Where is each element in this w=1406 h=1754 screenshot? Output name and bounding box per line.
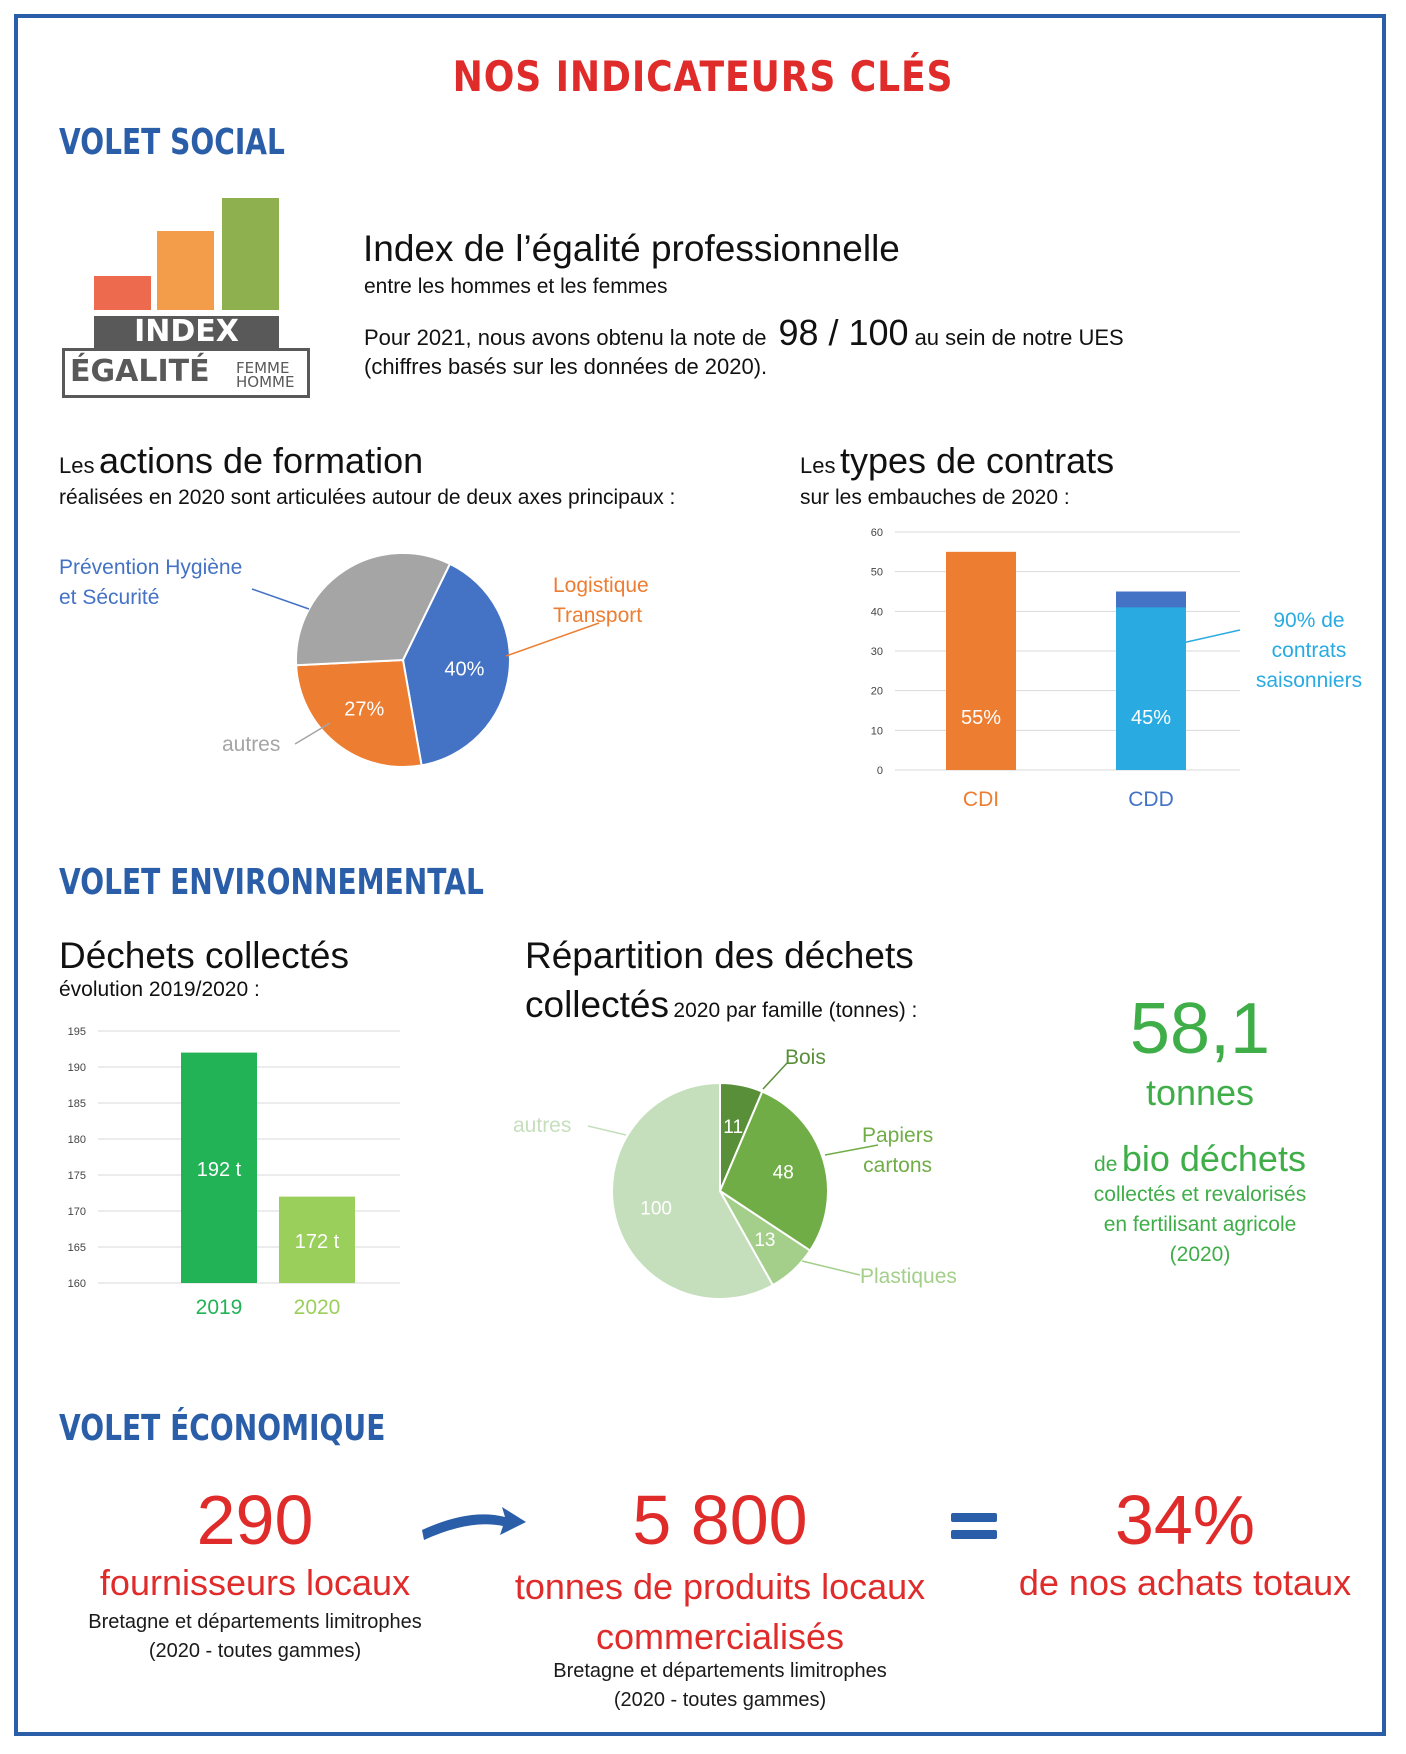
bar-cdd — [1116, 591, 1186, 770]
y-tick-50: 50 — [871, 567, 883, 579]
pie-label-autres: autres — [222, 733, 281, 756]
y-tick-180: 180 — [68, 1134, 86, 1146]
bar-value-label-cdd: 45% — [1131, 707, 1171, 729]
y-tick-40: 40 — [871, 606, 883, 618]
y-tick-60: 60 — [871, 527, 883, 539]
tonnes-detail: Bretagne et départements limitrophes (202… — [553, 1660, 887, 1711]
x-category-cdd: CDD — [1128, 788, 1174, 811]
formation-pie-chart: 40% 27% — [251, 552, 600, 768]
pie2-label-bois: Bois — [785, 1046, 826, 1069]
bio-unit: tonnes — [1145, 1072, 1255, 1113]
section-heading-social: VOLET SOCIAL — [59, 122, 285, 163]
bar-value-label-2019: 192 t — [197, 1159, 242, 1181]
pie-label-prevention: Prévention Hygiène et Sécurité — [59, 556, 243, 609]
leader-line-papiers — [824, 1144, 879, 1156]
index-note: Pour 2021, nous avons obtenu la note de … — [364, 312, 1124, 353]
index-note-detail: (chiffres basés sur les données de 2020)… — [364, 354, 768, 379]
pie-value-label-prevention-hygiene-et-securite: 40% — [444, 659, 484, 681]
pie-slice-papiers-cartons — [718, 1090, 829, 1252]
contrats-annotation: 90% de contrats saisonniers — [1255, 609, 1363, 692]
bar-2019 — [181, 1052, 257, 1283]
contrats-subtitle: sur les embauches de 2020 : — [800, 486, 1070, 509]
y-tick-160: 160 — [68, 1278, 86, 1290]
bio-title: de bio déchets — [1094, 1138, 1306, 1179]
share-label: de nos achats totaux — [1018, 1562, 1352, 1603]
pie-value-label-bois: 11 — [723, 1117, 743, 1138]
pie2-label-autres: autres — [513, 1114, 572, 1137]
y-tick-165: 165 — [68, 1242, 86, 1254]
economy-icons — [422, 1507, 997, 1540]
tonnes-label: tonnes de produits locaux commercialisés — [514, 1566, 926, 1657]
suppliers-label: fournisseurs locaux — [99, 1562, 411, 1603]
index-title: Index de l’égalité professionnelle — [363, 228, 900, 269]
repartition-pie-chart: 11 48 13 100 — [587, 1061, 879, 1300]
equals-icon-bottom — [951, 1530, 997, 1539]
dechets-subtitle: évolution 2019/2020 : — [59, 978, 260, 1001]
pie2-label-papiers: Papiers cartons — [862, 1124, 934, 1177]
bar-cdd-non-saisonniers — [1116, 591, 1186, 608]
y-tick-0: 0 — [877, 765, 883, 777]
repartition-title-line1: Répartition des déchets — [525, 935, 914, 976]
pie-slice-prevention-hygiene-et-securite — [401, 562, 511, 767]
repartition-title-line2: collectés 2020 par famille (tonnes) : — [525, 984, 918, 1025]
bio-value: 58,1 — [1129, 989, 1271, 1069]
arrow-right-icon — [422, 1507, 526, 1540]
pie2-label-plastiques: Plastiques — [860, 1265, 957, 1288]
page-frame — [14, 14, 1386, 1736]
contrats-heading: Les types de contrats — [800, 440, 1115, 481]
leader-line-autres — [294, 722, 331, 745]
dechets-bar-chart: 160 165 170 175 180 185 190 195 192 t 2019 172 t 20… — [68, 1026, 400, 1319]
suppliers-detail: Bretagne et départements limitrophes (202… — [88, 1611, 422, 1662]
x-category-2019: 2019 — [196, 1296, 243, 1319]
share-value: 34% — [1114, 1481, 1256, 1559]
index-note-value: 98 / 100 — [778, 312, 909, 353]
dechets-title: Déchets collectés — [59, 935, 349, 976]
section-heading-environment: VOLET ENVIRONNEMENTAL — [59, 862, 484, 903]
x-category-2020: 2020 — [294, 1296, 341, 1319]
pie-slice-autres — [295, 552, 452, 667]
pie-slice-autres — [611, 1081, 775, 1300]
equals-icon-top — [951, 1513, 997, 1522]
y-tick-10: 10 — [871, 725, 883, 737]
index-subtitle: entre les hommes et les femmes — [364, 275, 668, 298]
y-tick-20: 20 — [871, 686, 883, 698]
bar-value-label-cdi: 55% — [961, 707, 1001, 729]
bio-description: collectés et revalorisés en fertilisant a… — [1093, 1183, 1307, 1266]
bar-value-label-2020: 172 t — [295, 1231, 340, 1253]
leader-line-autres — [587, 1125, 627, 1136]
y-tick-195: 195 — [68, 1026, 86, 1038]
leader-line-prevention — [251, 588, 310, 610]
pie-slice-logistique-transport — [295, 658, 423, 768]
pie-value-label-plastiques: 13 — [754, 1230, 775, 1251]
y-tick-30: 30 — [871, 646, 883, 658]
formation-heading: Les actions de formation — [59, 440, 424, 481]
page-title: NOS INDICATEURS CLÉS — [452, 52, 954, 101]
bar-2020 — [279, 1196, 355, 1283]
formation-subtitle: réalisées en 2020 sont articulées autour… — [59, 486, 676, 509]
contrats-bar-chart: 0 10 20 30 40 50 60 55% CDI 45% CDD — [871, 527, 1241, 811]
pie-value-label-papiers-cartons: 48 — [773, 1163, 794, 1184]
leader-line-plastiques — [801, 1260, 861, 1276]
leader-line-saisonniers — [1159, 629, 1241, 649]
index-egalite-logo: INDEX ÉGALITÉ FEMME HOMME — [62, 198, 312, 400]
section-heading-economy: VOLET ÉCONOMIQUE — [59, 1408, 386, 1449]
y-tick-185: 185 — [68, 1098, 86, 1110]
pie-value-label-autres: 100 — [640, 1198, 672, 1219]
leader-line-bois — [762, 1061, 789, 1090]
leader-line-logistique — [505, 622, 600, 657]
tonnes-value: 5 800 — [632, 1481, 808, 1559]
y-tick-170: 170 — [68, 1206, 86, 1218]
y-tick-175: 175 — [68, 1170, 86, 1182]
x-category-cdi: CDI — [963, 788, 999, 811]
pie-label-logistique: Logistique Transport — [553, 574, 649, 627]
bar-cdi — [946, 551, 1016, 770]
suppliers-value: 290 — [196, 1481, 314, 1559]
y-tick-190: 190 — [68, 1062, 86, 1074]
pie-value-label-logistique-transport: 27% — [344, 698, 384, 720]
